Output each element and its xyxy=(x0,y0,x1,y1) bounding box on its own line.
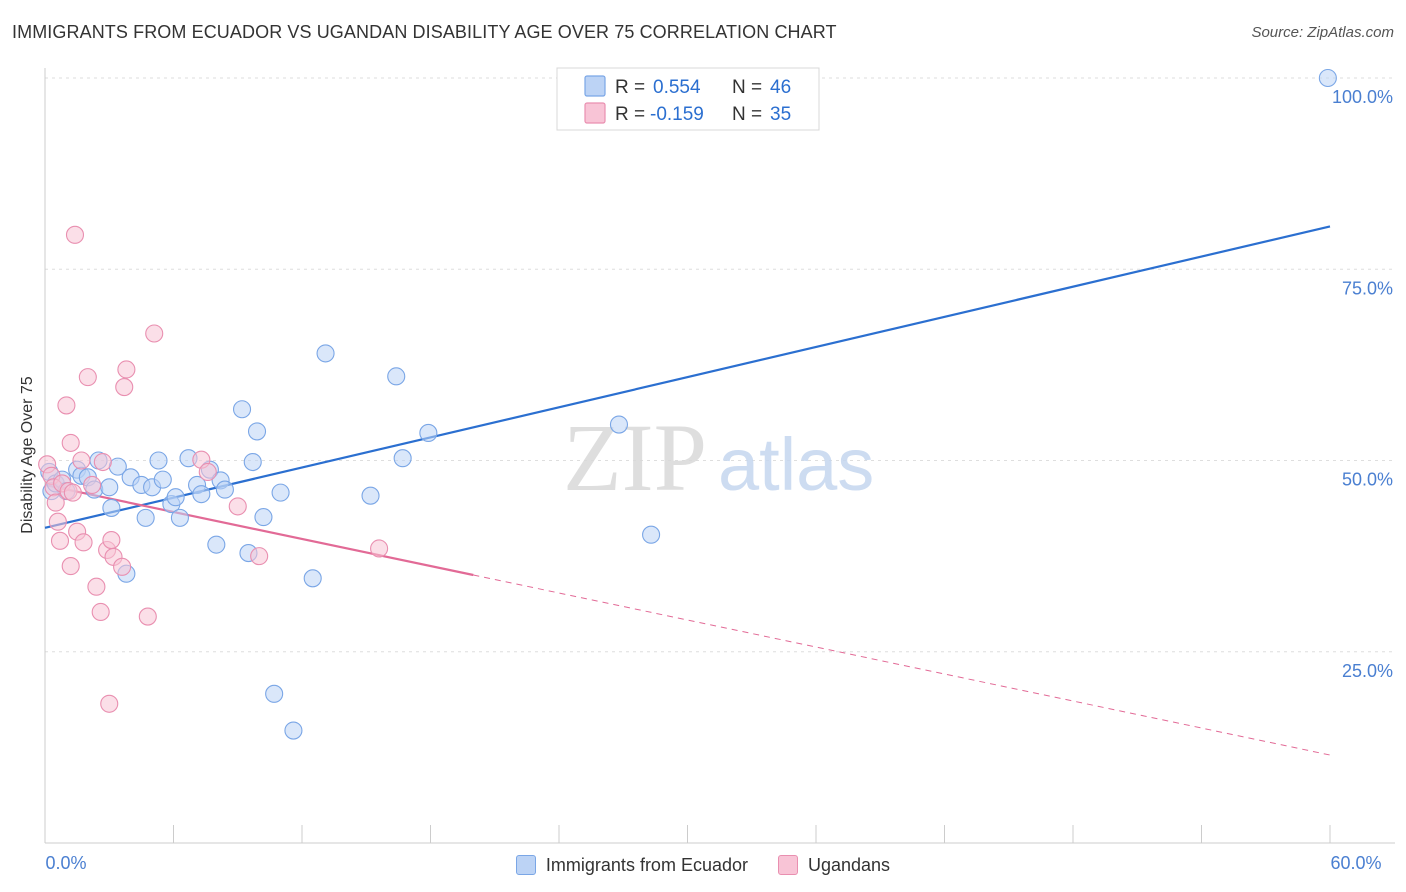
y-tick-label-100: 100.0% xyxy=(1332,87,1393,107)
y-tick-label-25: 25.0% xyxy=(1342,661,1393,681)
point-pink-22 xyxy=(100,694,119,713)
point-blue-36 xyxy=(271,483,290,502)
point-pink-9 xyxy=(61,557,80,576)
point-blue-42 xyxy=(393,449,412,468)
point-pink-26 xyxy=(115,378,134,397)
stats-r-value-blue: 0.554 xyxy=(653,77,701,98)
series-legend: Immigrants from Ecuador Ugandans xyxy=(0,852,1406,878)
point-blue-27 xyxy=(207,535,226,554)
point-pink-29 xyxy=(145,324,164,343)
point-blue-18 xyxy=(149,451,168,470)
point-pink-14 xyxy=(72,451,91,470)
chart-title: IMMIGRANTS FROM ECUADOR VS UGANDAN DISAB… xyxy=(12,22,837,42)
legend-item-ugandans[interactable]: Ugandans xyxy=(777,854,891,876)
point-pink-27 xyxy=(117,360,136,379)
point-pink-23 xyxy=(102,531,121,550)
watermark: ZIP atlas xyxy=(563,404,874,511)
stats-swatch-pink xyxy=(584,102,606,124)
point-blue-38 xyxy=(303,569,322,588)
point-blue-44 xyxy=(609,415,629,434)
trend-line-pink-extrapolated xyxy=(473,574,1331,756)
point-pink-25 xyxy=(113,557,132,576)
stats-n-value-blue: 46 xyxy=(770,77,791,98)
point-blue-29 xyxy=(215,480,234,499)
axes xyxy=(44,68,1395,844)
stats-n-label-pink: N = xyxy=(732,104,762,125)
gridlines: 25.0% 50.0% 75.0% 100.0% xyxy=(45,77,1395,681)
point-blue-39 xyxy=(316,344,335,363)
x-tick-label-max: 60.0% xyxy=(1330,853,1381,873)
point-pink-33 xyxy=(250,547,269,566)
y-tick-label-75: 75.0% xyxy=(1342,278,1393,298)
watermark-atlas: atlas xyxy=(718,423,874,506)
source-credit: Source: ZipAtlas.com xyxy=(1251,24,1394,41)
legend-label-ugandans: Ugandans xyxy=(807,854,891,875)
point-blue-33 xyxy=(247,422,267,441)
point-blue-40 xyxy=(361,486,380,505)
legend-item-ecuador[interactable]: Immigrants from Ecuador xyxy=(515,854,748,876)
point-pink-3 xyxy=(46,493,65,512)
point-blue-19 xyxy=(153,470,172,489)
point-blue-34 xyxy=(254,508,273,527)
point-blue-41 xyxy=(387,367,406,386)
stats-n-value-pink: 35 xyxy=(770,104,791,125)
point-pink-31 xyxy=(198,462,217,482)
point-pink-5 xyxy=(50,531,70,550)
stats-r-label-blue: R = xyxy=(615,77,645,98)
point-blue-37 xyxy=(284,721,303,740)
point-pink-32 xyxy=(228,497,247,516)
point-blue-22 xyxy=(170,508,189,527)
stats-r-value-pink: -0.159 xyxy=(650,104,704,125)
stats-r-label-pink: R = xyxy=(615,104,645,125)
y-tick-label-50: 50.0% xyxy=(1342,470,1393,490)
point-pink-12 xyxy=(65,225,85,244)
point-pink-15 xyxy=(74,533,93,552)
data-points xyxy=(38,68,1337,740)
point-pink-7 xyxy=(57,396,76,415)
point-pink-34 xyxy=(370,539,389,558)
point-pink-20 xyxy=(93,452,112,472)
point-pink-4 xyxy=(48,512,67,531)
point-pink-17 xyxy=(83,475,102,495)
point-pink-16 xyxy=(78,368,97,387)
legend-swatch-ugandans xyxy=(777,855,798,875)
point-pink-28 xyxy=(138,607,157,626)
watermark-zip: ZIP xyxy=(563,404,707,511)
stats-legend: R = 0.554 N = 46 R = -0.159 N = 35 xyxy=(556,67,820,131)
trend-line-blue xyxy=(44,225,1331,529)
point-pink-19 xyxy=(91,602,110,622)
point-blue-35 xyxy=(265,684,284,703)
point-pink-11 xyxy=(63,483,82,502)
point-blue-21 xyxy=(166,488,185,507)
legend-label-ecuador: Immigrants from Ecuador xyxy=(545,854,748,875)
point-blue-46 xyxy=(1318,68,1337,88)
trend-lines xyxy=(44,225,1331,756)
point-blue-25 xyxy=(192,485,211,504)
point-blue-32 xyxy=(243,452,262,472)
stats-n-label-blue: N = xyxy=(732,77,762,98)
trend-line-pink xyxy=(44,483,474,577)
point-blue-10 xyxy=(100,478,119,497)
point-pink-18 xyxy=(87,577,106,596)
point-blue-16 xyxy=(136,508,155,527)
point-blue-45 xyxy=(642,525,661,544)
point-blue-30 xyxy=(232,400,252,419)
stats-swatch-blue xyxy=(584,75,606,97)
x-tick-label-min: 0.0% xyxy=(45,853,86,873)
point-blue-43 xyxy=(419,423,438,443)
legend-swatch-ecuador xyxy=(515,855,536,875)
point-blue-11 xyxy=(102,498,121,517)
point-pink-10 xyxy=(61,433,80,452)
